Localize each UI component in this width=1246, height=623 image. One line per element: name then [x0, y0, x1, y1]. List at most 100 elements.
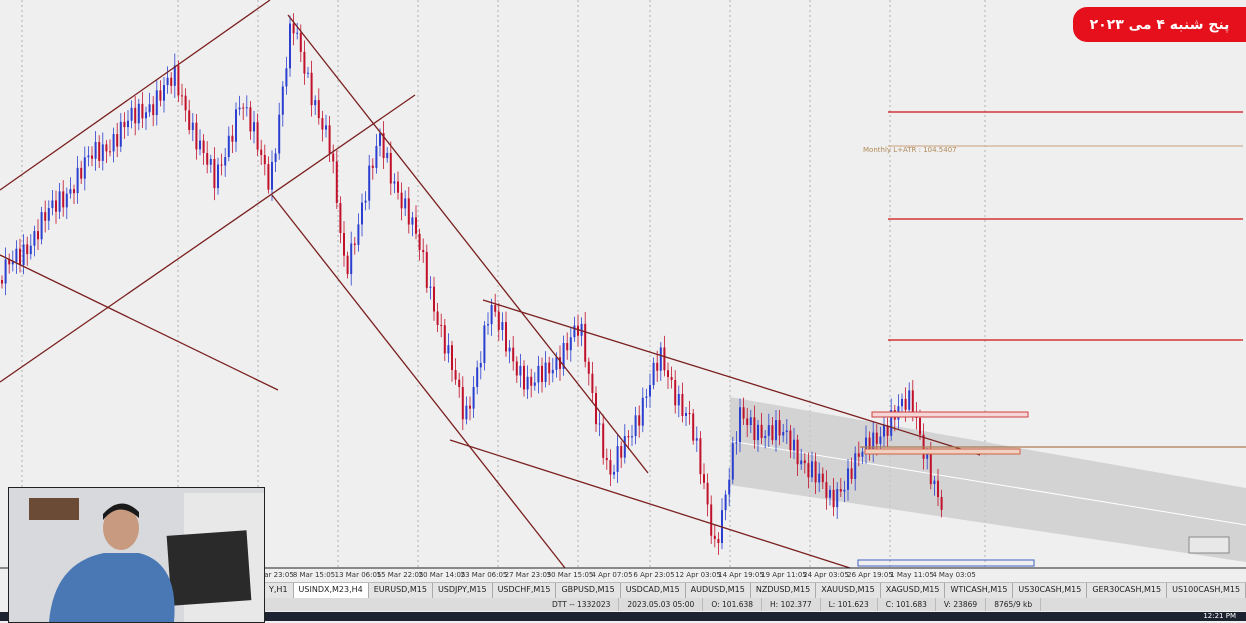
candle-body — [703, 474, 705, 483]
candle-body — [753, 417, 756, 441]
candle-body — [501, 322, 504, 330]
time-label: 6 Apr 23:05 — [633, 571, 674, 579]
candle-body — [310, 72, 313, 106]
candle-body — [4, 259, 7, 284]
candle-body — [112, 134, 115, 152]
channel-mid — [729, 440, 1246, 526]
candle-body — [253, 122, 255, 132]
candle-body — [400, 192, 403, 209]
tab[interactable]: WTICASH,M15 — [945, 583, 1014, 598]
candle-body — [116, 134, 119, 147]
candle-body — [137, 103, 140, 124]
tab[interactable]: AUDUSD,M15 — [686, 583, 751, 598]
candle-body — [688, 412, 691, 414]
candle-body — [11, 261, 14, 265]
candle-body — [519, 365, 522, 376]
date-badge: پنج شنبه ۴ می ۲۰۲۳ — [1073, 7, 1246, 42]
candle-body — [123, 121, 126, 128]
candle-body — [555, 357, 558, 370]
candle-body — [886, 425, 889, 436]
candle-body — [350, 243, 353, 275]
status-field: L: 101.623 — [821, 598, 878, 611]
candle-body — [429, 286, 432, 288]
candle-body — [739, 407, 741, 443]
candle-body — [771, 425, 774, 441]
candle-body — [533, 382, 536, 386]
candle-body — [191, 122, 194, 130]
candle-body — [422, 250, 425, 253]
tab[interactable]: NZDUSD,M15 — [751, 583, 817, 598]
tab[interactable]: XAUUSD,M15 — [816, 583, 881, 598]
candle-body — [379, 133, 381, 146]
candle-body — [415, 217, 417, 234]
candle-body — [638, 415, 641, 426]
tab[interactable]: US100CASH,M15 — [1167, 583, 1246, 598]
candle-body — [440, 324, 443, 326]
candle-body — [537, 365, 540, 383]
candle-body — [73, 189, 75, 194]
candle-body — [155, 90, 158, 116]
candle-body — [641, 397, 644, 426]
candle-body — [613, 471, 615, 475]
candle-body — [919, 417, 921, 435]
candle-body — [681, 393, 684, 416]
candle-body — [80, 167, 83, 179]
time-label: 27 Mar 23:05 — [505, 571, 552, 579]
candle-body — [393, 181, 396, 184]
candle-body — [40, 212, 43, 240]
candle-body — [717, 538, 720, 544]
candle-body — [605, 457, 608, 461]
tab[interactable]: USDCAD,M15 — [621, 583, 686, 598]
candle-body — [249, 107, 252, 132]
panel-icon[interactable] — [1188, 536, 1230, 554]
candle-body — [307, 72, 309, 74]
candle-body — [659, 347, 662, 371]
tab[interactable]: EURUSD,M15 — [369, 583, 433, 598]
candle-body — [645, 396, 648, 398]
indicator-label: Monthly L+ATR : 104.5407 — [863, 146, 957, 154]
tab[interactable]: GER30CASH,M15 — [1087, 583, 1168, 598]
candle-body — [15, 248, 18, 262]
tab[interactable]: GBPUSD,M15 — [556, 583, 621, 598]
candle-body — [623, 436, 626, 458]
tab[interactable]: XAGUSD,M15 — [881, 583, 946, 598]
candle-body — [487, 324, 489, 326]
candle-body — [159, 90, 162, 101]
candle-body — [447, 345, 450, 354]
candle-body — [746, 418, 749, 426]
tab[interactable]: USINDX,M23,H4 — [293, 583, 369, 598]
status-field: V: 23869 — [936, 598, 987, 611]
candle-body — [368, 165, 371, 201]
candle-body — [713, 535, 716, 539]
tab[interactable]: US30CASH,M15 — [1013, 583, 1088, 598]
candle-body — [404, 198, 407, 209]
candle-body — [274, 153, 277, 162]
candle-body — [839, 489, 842, 492]
candle-body — [177, 65, 180, 96]
candle-body — [267, 164, 270, 190]
webcam-view — [9, 488, 264, 622]
candle-body — [321, 118, 324, 130]
candle-body — [541, 365, 543, 383]
candle-body — [47, 208, 50, 221]
candle-body — [44, 212, 47, 221]
tab[interactable]: USDCHF,M15 — [493, 583, 557, 598]
tab[interactable]: Y,H1 — [264, 583, 294, 598]
candle-body — [551, 369, 554, 374]
time-label: 13 Mar 06:05 — [335, 571, 382, 579]
candle-body — [872, 432, 875, 454]
candle-body — [227, 135, 230, 158]
webcam — [8, 487, 265, 623]
levels — [888, 111, 1243, 341]
candle-body — [562, 343, 565, 369]
candle-body — [386, 152, 389, 159]
candle-body — [627, 436, 630, 438]
zone — [857, 559, 1035, 567]
candle-body — [328, 125, 331, 154]
time-label: 12 Apr 03:05 — [675, 571, 721, 579]
regression-channel — [730, 397, 1246, 562]
candle-body — [407, 198, 410, 225]
tab[interactable]: USDJPY,M15 — [433, 583, 493, 598]
candle-body — [879, 436, 882, 444]
